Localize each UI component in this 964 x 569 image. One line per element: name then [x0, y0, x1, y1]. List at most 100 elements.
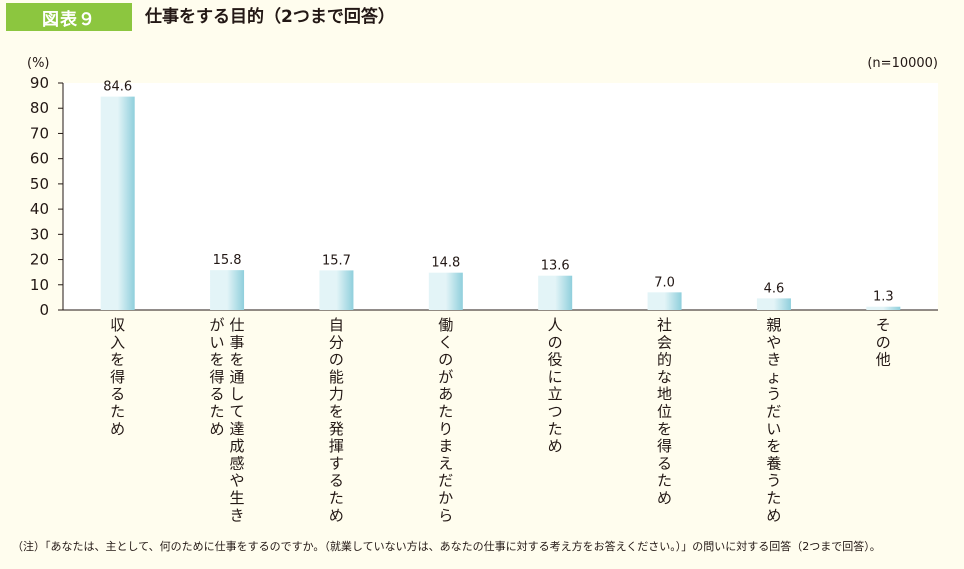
x-category-char: 能 [329, 368, 344, 386]
x-category-char: 人 [548, 316, 563, 334]
y-tick-label: 80 [30, 99, 49, 117]
bar-value-label: 14.8 [431, 256, 460, 271]
x-category-char: る [329, 472, 344, 490]
y-tick-label: 50 [30, 175, 49, 193]
x-category-char: る [210, 385, 225, 403]
x-category-char: り [438, 420, 453, 438]
x-category-char: を [329, 403, 344, 421]
bar-value-label: 7.0 [654, 275, 675, 290]
x-category-char: を [110, 351, 125, 369]
x-category-char: 感 [230, 454, 245, 472]
x-category-char: な [657, 368, 672, 386]
x-category-char: ま [438, 437, 453, 455]
x-category-char: や [230, 472, 245, 490]
x-category-char: る [110, 385, 125, 403]
x-category-char: 的 [657, 351, 672, 369]
x-category-char: あ [438, 385, 453, 403]
y-tick-label: 20 [30, 251, 49, 269]
y-tick-label: 30 [30, 225, 49, 243]
x-category-char: 生 [230, 489, 245, 507]
y-tick-label: 90 [30, 74, 49, 92]
x-category-char: 成 [230, 437, 245, 455]
y-unit-label: (%) [27, 56, 50, 71]
x-category-char: く [438, 333, 453, 351]
bar-value-label: 1.3 [873, 290, 894, 305]
footnote: （注）「あなたは、主として、何のために仕事をするのですか。（就業していない方は、… [12, 540, 881, 553]
bar [756, 298, 791, 310]
bar-value-label: 84.6 [103, 80, 132, 95]
y-axis: 0 10 20 30 40 50 60 70 80 90 [30, 74, 938, 319]
x-category-char: の [548, 333, 563, 351]
y-tick-label: 0 [39, 301, 49, 319]
x-category-char: を [657, 420, 672, 438]
x-category-char: 発 [329, 420, 344, 438]
bar-value-label: 15.7 [322, 253, 351, 268]
bar [538, 275, 573, 310]
x-category-char: 通 [230, 368, 245, 386]
x-category-char: つ [548, 403, 563, 421]
x-category-char: や [766, 333, 781, 351]
bar [100, 96, 135, 311]
x-category-char: 立 [548, 385, 563, 403]
bar-value-label: 15.8 [213, 253, 242, 268]
bar [210, 270, 245, 310]
x-category-char: 役 [548, 351, 563, 369]
x-category-char: 仕 [230, 316, 245, 334]
x-category-char: う [766, 385, 781, 403]
x-category-char: 地 [657, 385, 672, 403]
bar-value-label: 4.6 [764, 281, 785, 296]
x-category-char: て [230, 403, 245, 421]
x-category-char: す [329, 454, 344, 472]
x-category-char: 働 [438, 316, 453, 334]
bar-value-label: 13.6 [541, 259, 570, 274]
x-category-char: 位 [657, 403, 672, 421]
x-category-char: か [438, 489, 453, 507]
x-category-char: 得 [210, 368, 225, 386]
x-category-char: た [548, 420, 563, 438]
x-category-char: め [329, 506, 344, 524]
x-category-char: が [210, 316, 225, 334]
x-category-char: た [110, 403, 125, 421]
plot-area [63, 83, 938, 310]
x-category-char: め [210, 420, 225, 438]
x-category-char: た [657, 472, 672, 490]
x-category-char: を [766, 437, 781, 455]
x-category-char: の [876, 333, 891, 351]
x-category-char: 揮 [329, 437, 344, 455]
x-category-char: を [210, 351, 225, 369]
x-category-char: 自 [329, 316, 344, 334]
x-category-char: そ [876, 316, 891, 334]
x-category-char: い [210, 333, 225, 351]
x-category-char: え [438, 454, 453, 472]
bar-chart: (%) (n=10000) 0 10 20 30 40 50 60 70 80 90 84.6 15… [27, 56, 938, 524]
x-category-char: め [548, 437, 563, 455]
y-tick-label: 60 [30, 150, 49, 168]
x-category-char: る [657, 454, 672, 472]
bar [647, 292, 682, 310]
y-tick-label: 10 [30, 276, 49, 294]
x-category-char: の [329, 351, 344, 369]
x-category-char: 収 [110, 316, 125, 334]
x-category-char: の [438, 351, 453, 369]
x-category-char: に [548, 368, 563, 386]
x-category-char: 社 [657, 316, 672, 334]
x-category-char: い [766, 420, 781, 438]
x-category-char: 得 [657, 437, 672, 455]
x-category-char: 達 [230, 420, 245, 438]
x-category-char: 養 [766, 454, 781, 472]
x-category-char: を [230, 351, 245, 369]
y-tick-label: 40 [30, 200, 49, 218]
bar [428, 272, 463, 310]
x-category-char: め [766, 506, 781, 524]
x-category-char: 力 [329, 385, 344, 403]
x-category-char: た [329, 489, 344, 507]
figure-number-badge: 図表９ [6, 3, 132, 31]
sample-size-note: (n=10000) [867, 56, 938, 71]
bars-group: 84.6 15.8 15.7 14.8 13.6 7.0 4.6 1.3 [100, 80, 901, 311]
x-category-char: 他 [876, 351, 891, 369]
